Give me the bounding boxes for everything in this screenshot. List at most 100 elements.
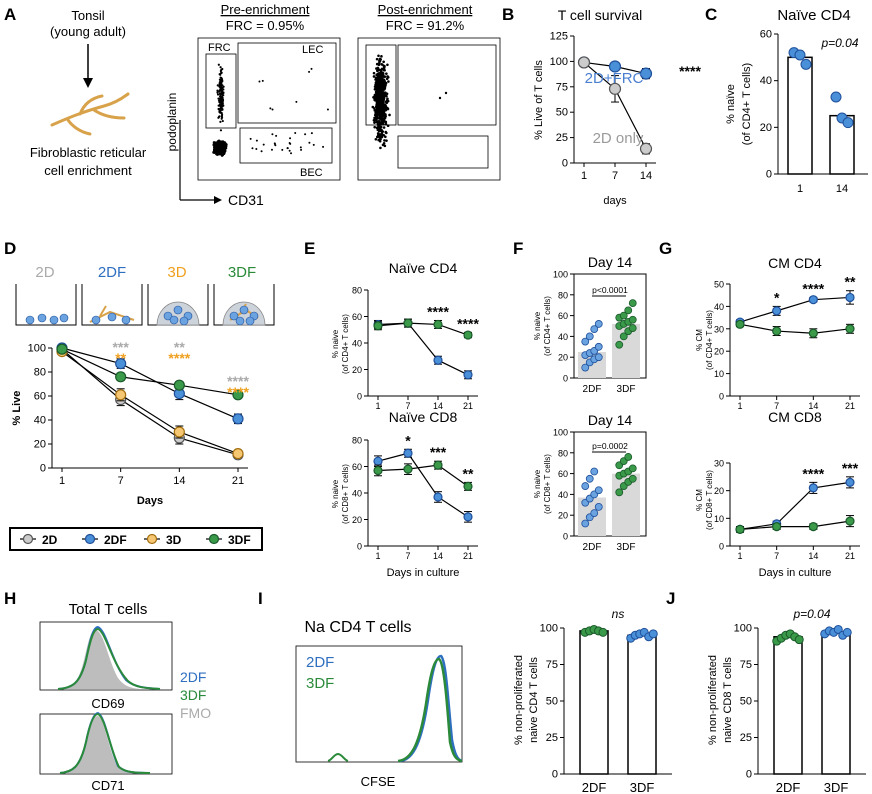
- flow-event-dot: [384, 113, 387, 116]
- series-line: [377, 464, 469, 487]
- y-tick-label: 20: [714, 486, 724, 496]
- flow-event-dot: [385, 99, 389, 102]
- y-tick-label: 10: [714, 514, 724, 524]
- x-tick-label: 21: [845, 551, 855, 561]
- y-axis-label: % non-proliferated: [707, 655, 719, 745]
- y-axis-label: (of CD4+ T cells): [341, 314, 350, 374]
- x-tick-label: 14: [433, 551, 443, 561]
- fibroblast-icon: [50, 92, 130, 136]
- panel-c-chart: Naïve CD4 0 20 40 60 1 14 p=0.04 % naïve (of CD4+…: [725, 7, 868, 195]
- t-cell-icon: [37, 313, 47, 323]
- data-point: [808, 522, 818, 532]
- flow-event-dot: [377, 111, 380, 114]
- flow-event-dot: [308, 70, 311, 73]
- y-tick-label: 0: [357, 542, 362, 552]
- y-axis-label: % naive: [533, 311, 542, 340]
- process-arrow-head: [83, 78, 93, 88]
- y-axis-label: (of CD4+ T cells): [543, 296, 552, 356]
- y-tick-label: 60: [558, 311, 568, 321]
- flow-event-dot: [385, 92, 389, 96]
- flow-event-dot: [379, 137, 382, 141]
- flow-event-dot: [377, 54, 380, 58]
- panel-label-h: H: [4, 589, 16, 608]
- legend-fmo: FMO: [180, 705, 211, 721]
- legend-marker: [22, 533, 34, 545]
- flow-event-dot: [373, 107, 376, 110]
- flow-event-dot: [375, 91, 379, 95]
- flow-event-dot: [388, 113, 391, 117]
- flow-event-dot: [221, 67, 224, 71]
- data-point: [403, 464, 413, 474]
- x-tick-label: 1: [581, 170, 587, 182]
- y-tick-label: 100: [28, 343, 46, 355]
- y-axis-label: % Live: [11, 391, 23, 426]
- flow-event-dot: [382, 119, 386, 123]
- flow-event-dot: [281, 148, 284, 151]
- flow-event-dot: [376, 132, 380, 135]
- series-line: [61, 351, 239, 455]
- p-value-label: p=0.0002: [592, 441, 628, 451]
- cd31-axis-label: CD31: [228, 192, 264, 208]
- data-point: [842, 117, 854, 129]
- post-lec-gate: [397, 44, 497, 126]
- data-point: [585, 332, 594, 341]
- data-point: [433, 460, 443, 470]
- cfse-axis-label: CFSE: [361, 774, 396, 789]
- chart-title: CM CD8: [768, 409, 822, 425]
- flow-event-dot: [326, 108, 329, 111]
- flow-event-dot: [374, 111, 377, 115]
- flow-event-dot: [385, 94, 388, 98]
- flow-event-dot: [380, 55, 383, 58]
- y-tick-label: 75: [546, 659, 558, 671]
- data-point: [581, 482, 590, 490]
- y-tick-label: 30: [714, 459, 724, 469]
- chart-title: T cell survival: [558, 7, 643, 23]
- panel-a: Tonsil (young adult) Fibroblastic reticu…: [30, 2, 501, 208]
- cfse-legend-3df: 3DF: [306, 675, 334, 692]
- x-tick-label: 7: [774, 551, 779, 561]
- post-bec-gate: [397, 135, 489, 169]
- flow-event-dot: [219, 88, 223, 91]
- flow-event-dot: [386, 107, 390, 111]
- cd69-fmo-curve: [60, 630, 140, 689]
- series-line: [377, 452, 469, 518]
- flow-event-dot: [378, 59, 382, 63]
- significance-stars: **: [845, 274, 856, 290]
- flow-event-dot: [219, 92, 222, 95]
- flow-event-dot: [384, 120, 388, 124]
- x-tick-label: 21: [845, 401, 855, 411]
- flow-event-dot: [222, 91, 225, 95]
- flow-event-dot: [379, 91, 382, 95]
- data-point: [590, 509, 599, 518]
- data-point: [598, 627, 608, 637]
- data-point: [115, 371, 127, 383]
- y-tick-label: 80: [34, 367, 46, 379]
- y-tick-label: 0: [563, 532, 568, 542]
- flow-event-dot: [219, 86, 222, 89]
- flow-event-dot: [376, 81, 380, 85]
- flow-event-dot: [385, 139, 388, 142]
- panel-label-d: D: [4, 239, 16, 258]
- t-cell-icon: [107, 312, 117, 322]
- flow-event-dot: [221, 119, 224, 123]
- series-label-2d-frc: 2D+FRC: [585, 70, 644, 87]
- x-axis-label: days: [603, 195, 627, 207]
- y-tick-label: 40: [34, 415, 46, 427]
- enrichment-label: Fibroblastic reticular: [30, 145, 147, 160]
- flow-event-dot: [312, 143, 315, 146]
- y-tick-label: 20: [558, 511, 568, 521]
- flow-event-dot: [379, 146, 382, 150]
- x-axis-label: Days: [137, 495, 163, 507]
- data-point: [845, 516, 855, 526]
- flow-event-dot: [373, 121, 376, 124]
- data-point: [845, 292, 855, 303]
- flow-event-dot: [261, 79, 264, 82]
- flow-event-dot: [375, 106, 379, 110]
- flow-event-dot: [383, 139, 386, 142]
- flow-event-dot: [288, 149, 291, 152]
- enrichment-label-2: cell enrichment: [44, 163, 132, 178]
- y-tick-label: 125: [550, 31, 568, 43]
- flow-event-dot: [373, 96, 376, 100]
- flow-event-dot: [222, 150, 226, 154]
- significance-stars: ****: [802, 465, 824, 481]
